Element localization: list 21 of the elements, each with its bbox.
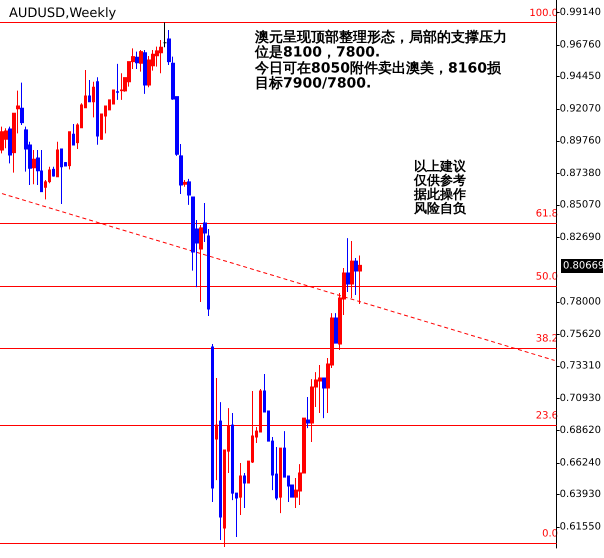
y-tick-label: 0.78000 (560, 296, 602, 308)
y-tick-label: 0.63930 (560, 488, 602, 500)
y-tick-label: 0.96760 (560, 40, 602, 51)
text: 0.80669 (563, 260, 604, 272)
y-tick-label: 0.87380 (560, 168, 602, 179)
y-tick-label: 0.75620 (560, 328, 602, 340)
y-tick-label: 0.82690 (560, 232, 602, 244)
y-tick-label: 0.99140 (560, 6, 602, 18)
text: AUDUSD,Weekly (9, 6, 117, 21)
annotation: 澳元呈现顶部整理形态，局部的支撑压力位是8100，7800. (254, 28, 507, 60)
annotation: 今日可在8050附件卖出澳美，8160损目标7900/7800. (254, 60, 502, 92)
y-tick-label: 0.92070 (560, 104, 602, 115)
y-tick-label: 0.66240 (560, 457, 602, 468)
y-tick-label: 0.85070 (560, 200, 602, 211)
annotation: 以上建议仅供参考据此操作风险自负 (413, 158, 467, 216)
y-tick-label: 0.61550 (560, 522, 602, 533)
y-tick-label: 0.70930 (560, 393, 602, 404)
y-tick-label: 0.94450 (560, 71, 602, 82)
y-tick-label: 0.68620 (560, 424, 602, 436)
y-tick-label: 0.73310 (560, 360, 602, 372)
y-tick-label: 0.89760 (560, 135, 602, 146)
